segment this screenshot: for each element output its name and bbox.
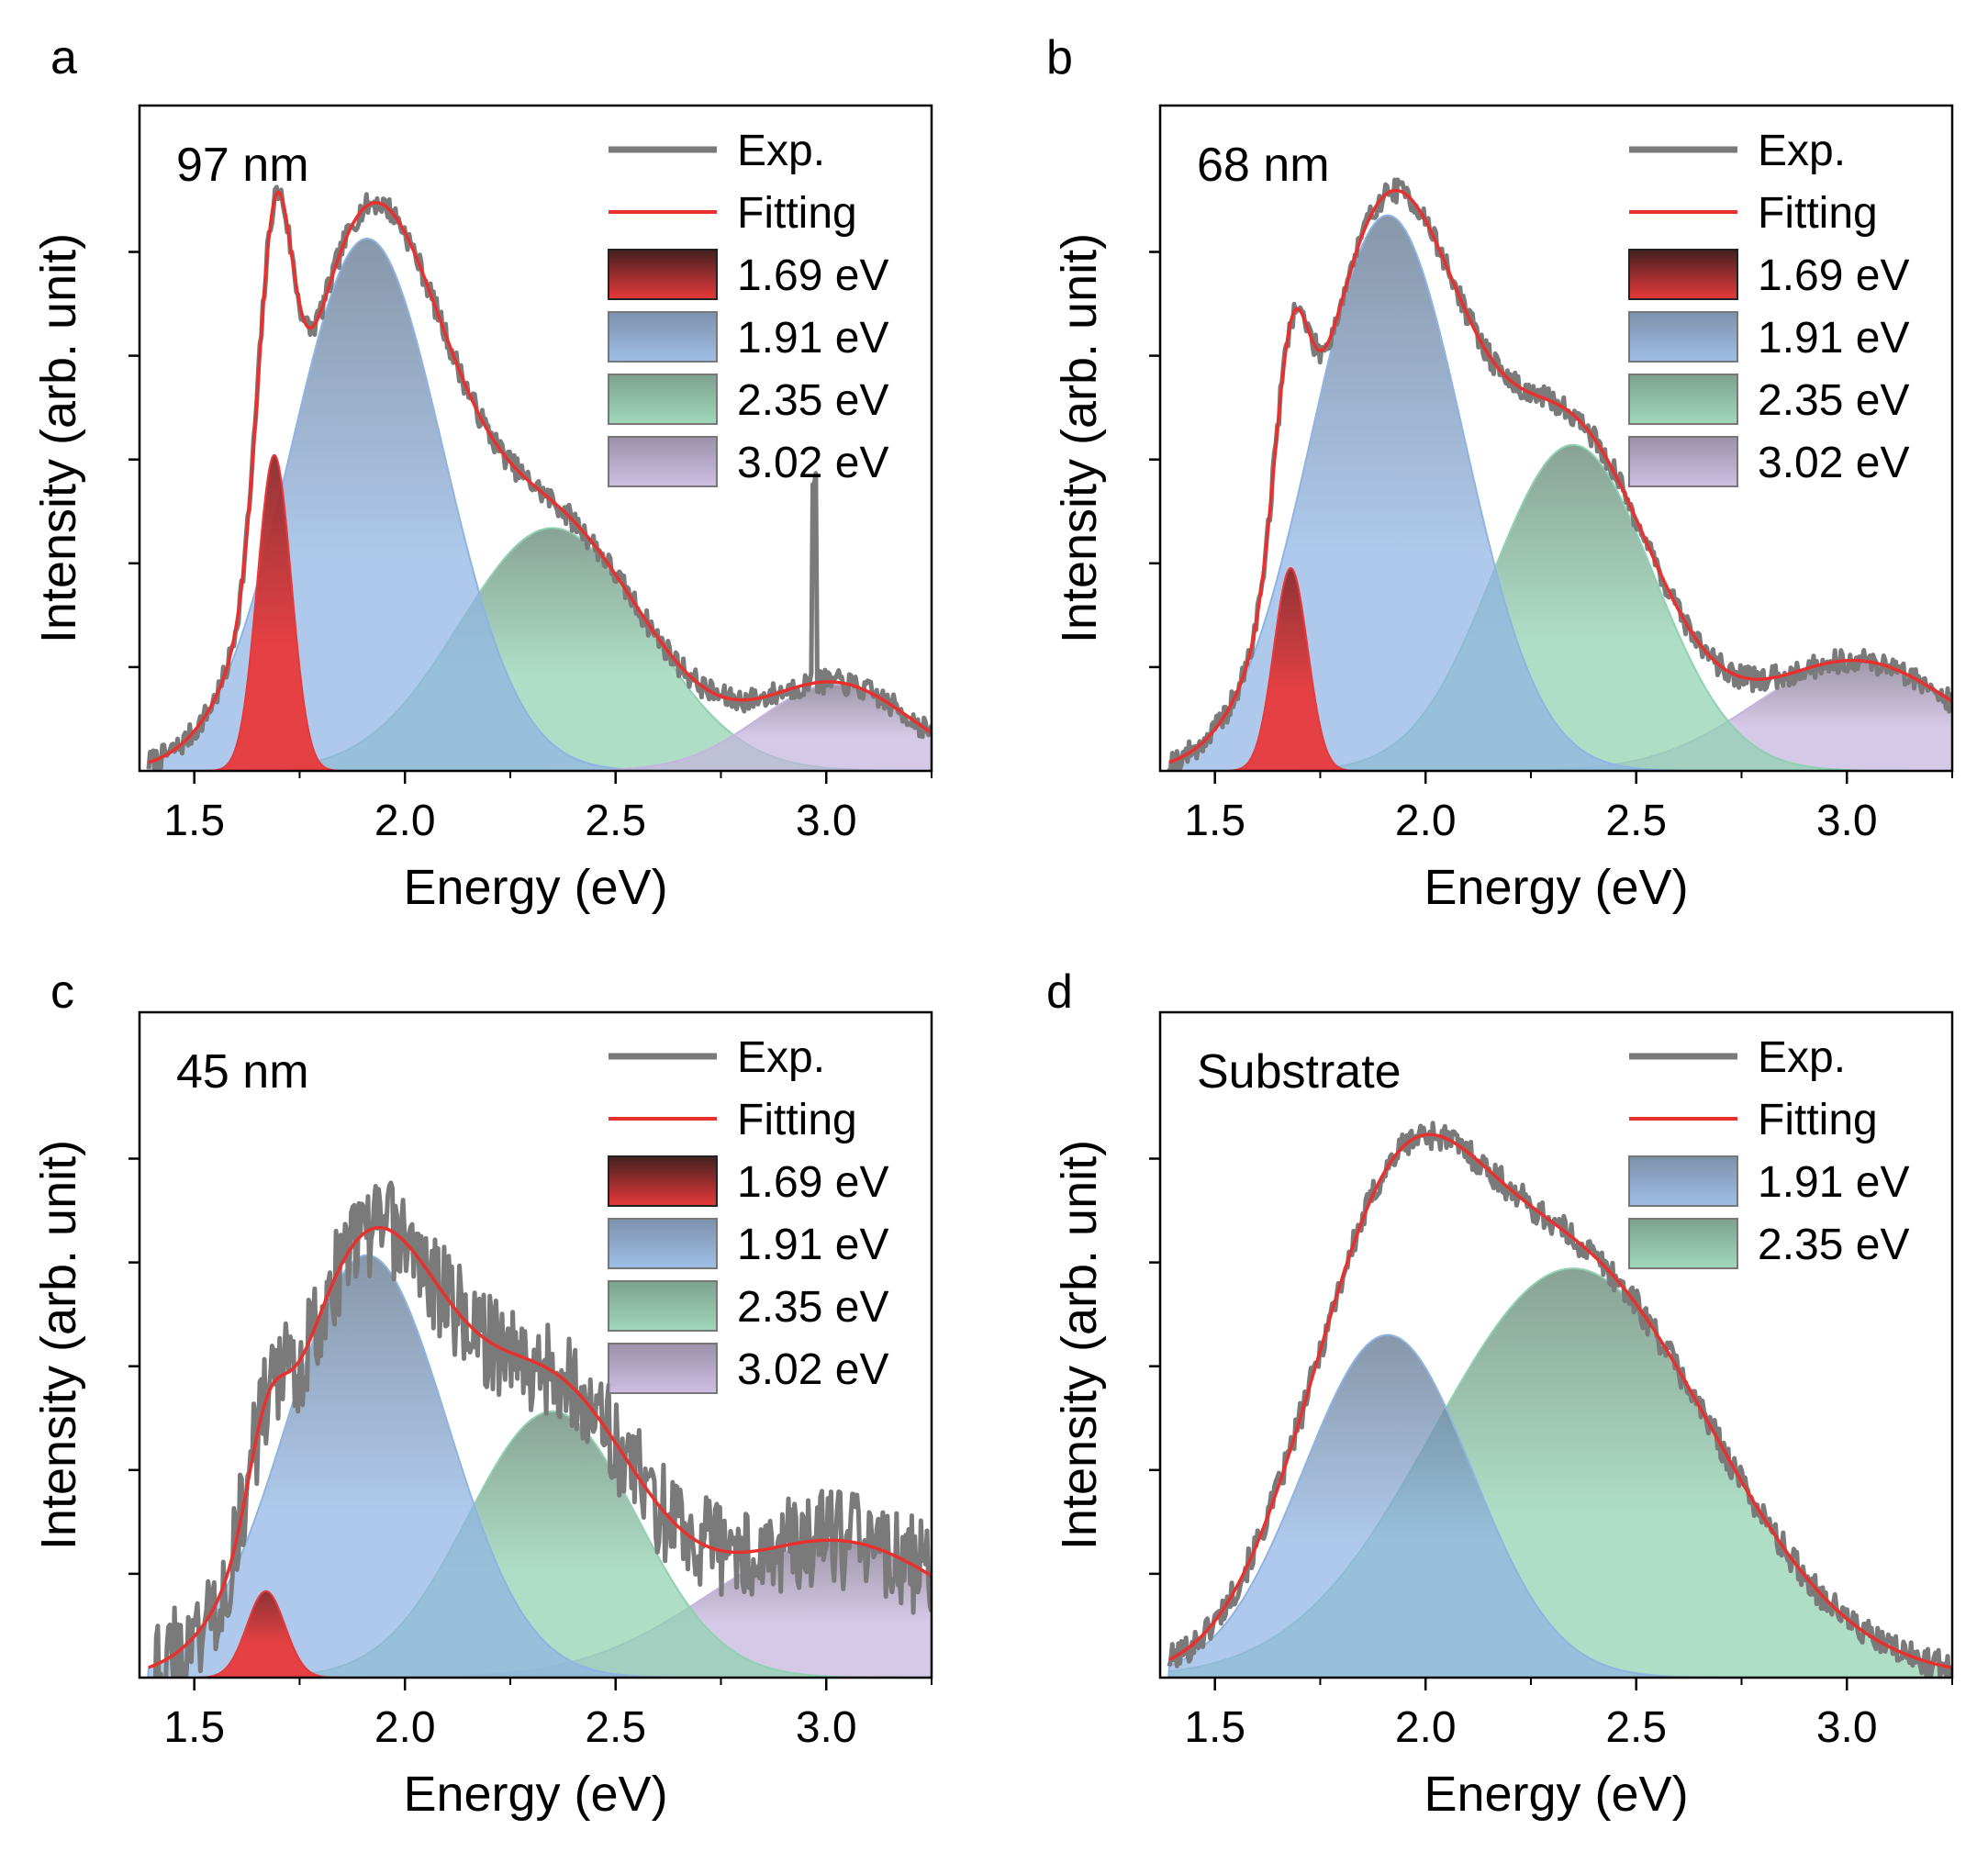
legend-label: 1.91 eV [1758,1158,1909,1207]
legend-label: Exp. [1758,127,1846,175]
x-axis-label: Energy (eV) [1424,860,1688,915]
fitting-curve [1168,188,1952,764]
panel-a: a 1.5 2.0 2.5 3.0 Energy (eV) Intensity (arb. … [31,31,933,915]
legend-label: 1.91 eV [1758,314,1909,363]
x-tick-label: 2.5 [585,1703,646,1752]
experimental-curve [1167,1121,1952,1678]
fitting-curve [148,189,932,764]
fitting-curve [1168,1132,1952,1669]
sample-label: 68 nm [1197,139,1330,192]
legend-swatch [608,249,718,300]
plot-frame [1158,1010,1954,1679]
x-tick-label: 1.5 [163,1703,225,1752]
legend-swatch [608,1155,718,1207]
sample-label: 97 nm [176,139,309,192]
legend-label: 1.69 eV [737,1158,888,1207]
fitting-curve [148,1225,932,1669]
component-peak-1-91-eV [147,1254,932,1678]
legend-label: 2.35 eV [1758,1221,1909,1269]
legend: Exp. Fitting 1.69 eV 1.91 eV 2.35 eV 3.02 eV [608,1033,888,1394]
legend: Exp. Fitting 1.91 eV 2.35 eV [1628,1033,1909,1269]
x-tick-label: 3.0 [796,797,857,845]
x-tick-label: 2.5 [1605,1703,1667,1752]
y-axis-label: Intensity (arb. unit) [31,233,86,643]
legend-label: 1.69 eV [737,251,888,300]
legend-swatch [608,1280,718,1332]
component-peak-1-69-eV [148,1590,932,1678]
panel-b: b 1.5 2.0 2.5 3.0 Energy (eV) Intensity (arb. … [1046,31,1954,915]
legend-swatch [1628,249,1738,300]
x-tick-label: 1.5 [1184,1703,1245,1752]
plot-frame [1158,104,1954,773]
plot-area [1167,1121,1952,1678]
experimental-curve [152,1180,932,1678]
plot-area [1167,177,1952,771]
legend-swatch [1628,1155,1738,1207]
legend-swatch [1628,436,1738,487]
panel-letter: d [1046,965,1073,1019]
legend-swatch [1628,374,1738,425]
legend-label: 3.02 eV [1758,439,1909,487]
x-axis-label: Energy (eV) [1424,1767,1688,1822]
y-axis-label: Intensity (arb. unit) [1052,233,1107,643]
legend-swatch [608,1218,718,1269]
legend-swatch [608,436,718,487]
x-tick-label: 2.5 [1605,797,1667,845]
legend-swatch [608,374,718,425]
legend-label: Exp. [1758,1033,1846,1082]
x-tick-label: 2.0 [1395,797,1457,845]
component-peak-1-91-eV [1167,1333,1952,1678]
x-axis-label: Energy (eV) [403,1767,667,1822]
component-peak-1-69-eV [1168,566,1952,771]
x-tick-label: 1.5 [163,797,225,845]
legend-label: 1.91 eV [737,1221,888,1269]
x-tick-label: 2.5 [585,797,646,845]
component-peak-1-69-eV [148,453,932,771]
panel-letter: b [1046,31,1073,84]
x-tick-label: 3.0 [1816,1703,1878,1752]
legend-label: 3.02 eV [737,439,888,487]
plot-area [147,1180,932,1678]
legend-swatch [1628,311,1738,363]
x-axis-label: Energy (eV) [403,860,667,915]
x-tick-label: 3.0 [796,1703,857,1752]
plot-area [146,184,932,771]
legend-label: 2.35 eV [737,376,888,425]
plot-frame [138,104,933,773]
legend-label: Exp. [737,127,825,175]
x-tick-label: 1.5 [1184,797,1245,845]
legend-label: Fitting [1758,189,1878,238]
legend-swatch [608,1343,718,1394]
legend-swatch [1628,1218,1738,1269]
legend-label: Fitting [737,189,857,238]
panel-letter: a [50,31,77,84]
legend-label: 2.35 eV [1758,376,1909,425]
legend-label: 2.35 eV [737,1283,888,1332]
legend-label: Fitting [737,1096,857,1144]
plot-frame [138,1010,933,1679]
panel-d: d 1.5 2.0 2.5 3.0 Energy (eV) Intensity (arb. … [1046,965,1954,1822]
legend-label: 1.91 eV [737,314,888,363]
y-axis-label: Intensity (arb. unit) [1052,1140,1107,1550]
component-peak-1-91-eV [1167,214,1952,771]
x-tick-label: 2.0 [374,797,436,845]
legend-label: Exp. [737,1033,825,1082]
x-tick-label: 2.0 [1395,1703,1457,1752]
legend-label: 3.02 eV [737,1345,888,1394]
y-axis-label: Intensity (arb. unit) [31,1140,86,1550]
legend: Exp. Fitting 1.69 eV 1.91 eV 2.35 eV 3.02 eV [608,127,888,487]
legend: Exp. Fitting 1.69 eV 1.91 eV 2.35 eV 3.02 eV [1628,127,1909,487]
legend-label: Fitting [1758,1096,1878,1144]
panel-c: c 1.5 2.0 2.5 3.0 Energy (eV) Intensity (arb. … [31,965,933,1822]
legend-label: 1.69 eV [1758,251,1909,300]
x-tick-label: 2.0 [374,1703,436,1752]
x-tick-label: 3.0 [1816,797,1878,845]
panel-letter: c [50,965,74,1019]
legend-swatch [608,311,718,363]
sample-label: Substrate [1197,1045,1402,1099]
sample-label: 45 nm [176,1045,309,1099]
